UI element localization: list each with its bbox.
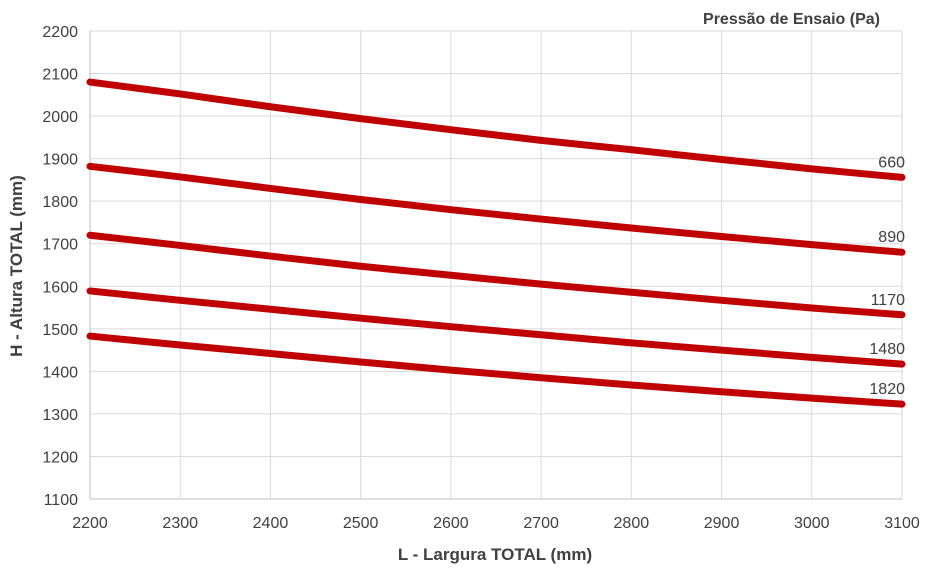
x-tick-label: 3100	[884, 515, 920, 532]
y-axis-title: H - Altura TOTAL (mm)	[7, 175, 26, 357]
y-tick-label: 2200	[42, 24, 78, 41]
series-labels: 660 890 1170 1480 1820	[869, 154, 905, 398]
y-tick-label: 1200	[42, 449, 78, 466]
series-line-660	[86, 78, 906, 181]
x-tick-label: 2200	[72, 515, 108, 532]
y-tick-label: 1900	[42, 152, 78, 169]
series-lines	[86, 78, 906, 408]
series-label-660: 660	[878, 154, 905, 171]
y-tick-label: 1100	[44, 492, 79, 509]
series-label-1170: 1170	[871, 292, 906, 309]
y-tick-label: 1400	[42, 364, 78, 381]
y-tick-label: 2000	[42, 109, 78, 126]
y-tick-label: 1800	[42, 194, 78, 211]
x-tick-label: 2300	[162, 515, 198, 532]
x-tick-label: 2800	[614, 515, 650, 532]
x-axis-title: L - Largura TOTAL (mm)	[398, 545, 592, 564]
x-axis-ticks: 2200 2300 2400 2500 2600 2700 2800 2900 3000 3100	[72, 515, 920, 532]
y-tick-label: 2100	[42, 67, 78, 84]
legend-title: Pressão de Ensaio (Pa)	[703, 11, 880, 28]
series-line-1480	[86, 287, 906, 368]
x-tick-label: 2500	[343, 515, 379, 532]
series-line-1820	[86, 332, 906, 408]
y-tick-label: 1500	[42, 322, 78, 339]
x-tick-label: 2600	[433, 515, 469, 532]
series-label-1480: 1480	[869, 341, 905, 358]
series-line-890	[86, 162, 906, 256]
series-line-1170	[86, 231, 906, 319]
y-tick-label: 1600	[42, 279, 78, 296]
x-tick-label: 2700	[523, 515, 559, 532]
y-tick-label: 1300	[42, 407, 78, 424]
y-axis-ticks: 1100 1200 1300 1400 1500 1600 1700 1800 1900 2000…	[42, 24, 78, 509]
x-tick-label: 2400	[253, 515, 289, 532]
x-tick-label: 2900	[704, 515, 740, 532]
grid	[89, 30, 903, 500]
series-label-890: 890	[878, 229, 905, 246]
series-label-1820: 1820	[869, 381, 905, 398]
y-tick-label: 1700	[42, 237, 78, 254]
x-tick-label: 3000	[794, 515, 830, 532]
